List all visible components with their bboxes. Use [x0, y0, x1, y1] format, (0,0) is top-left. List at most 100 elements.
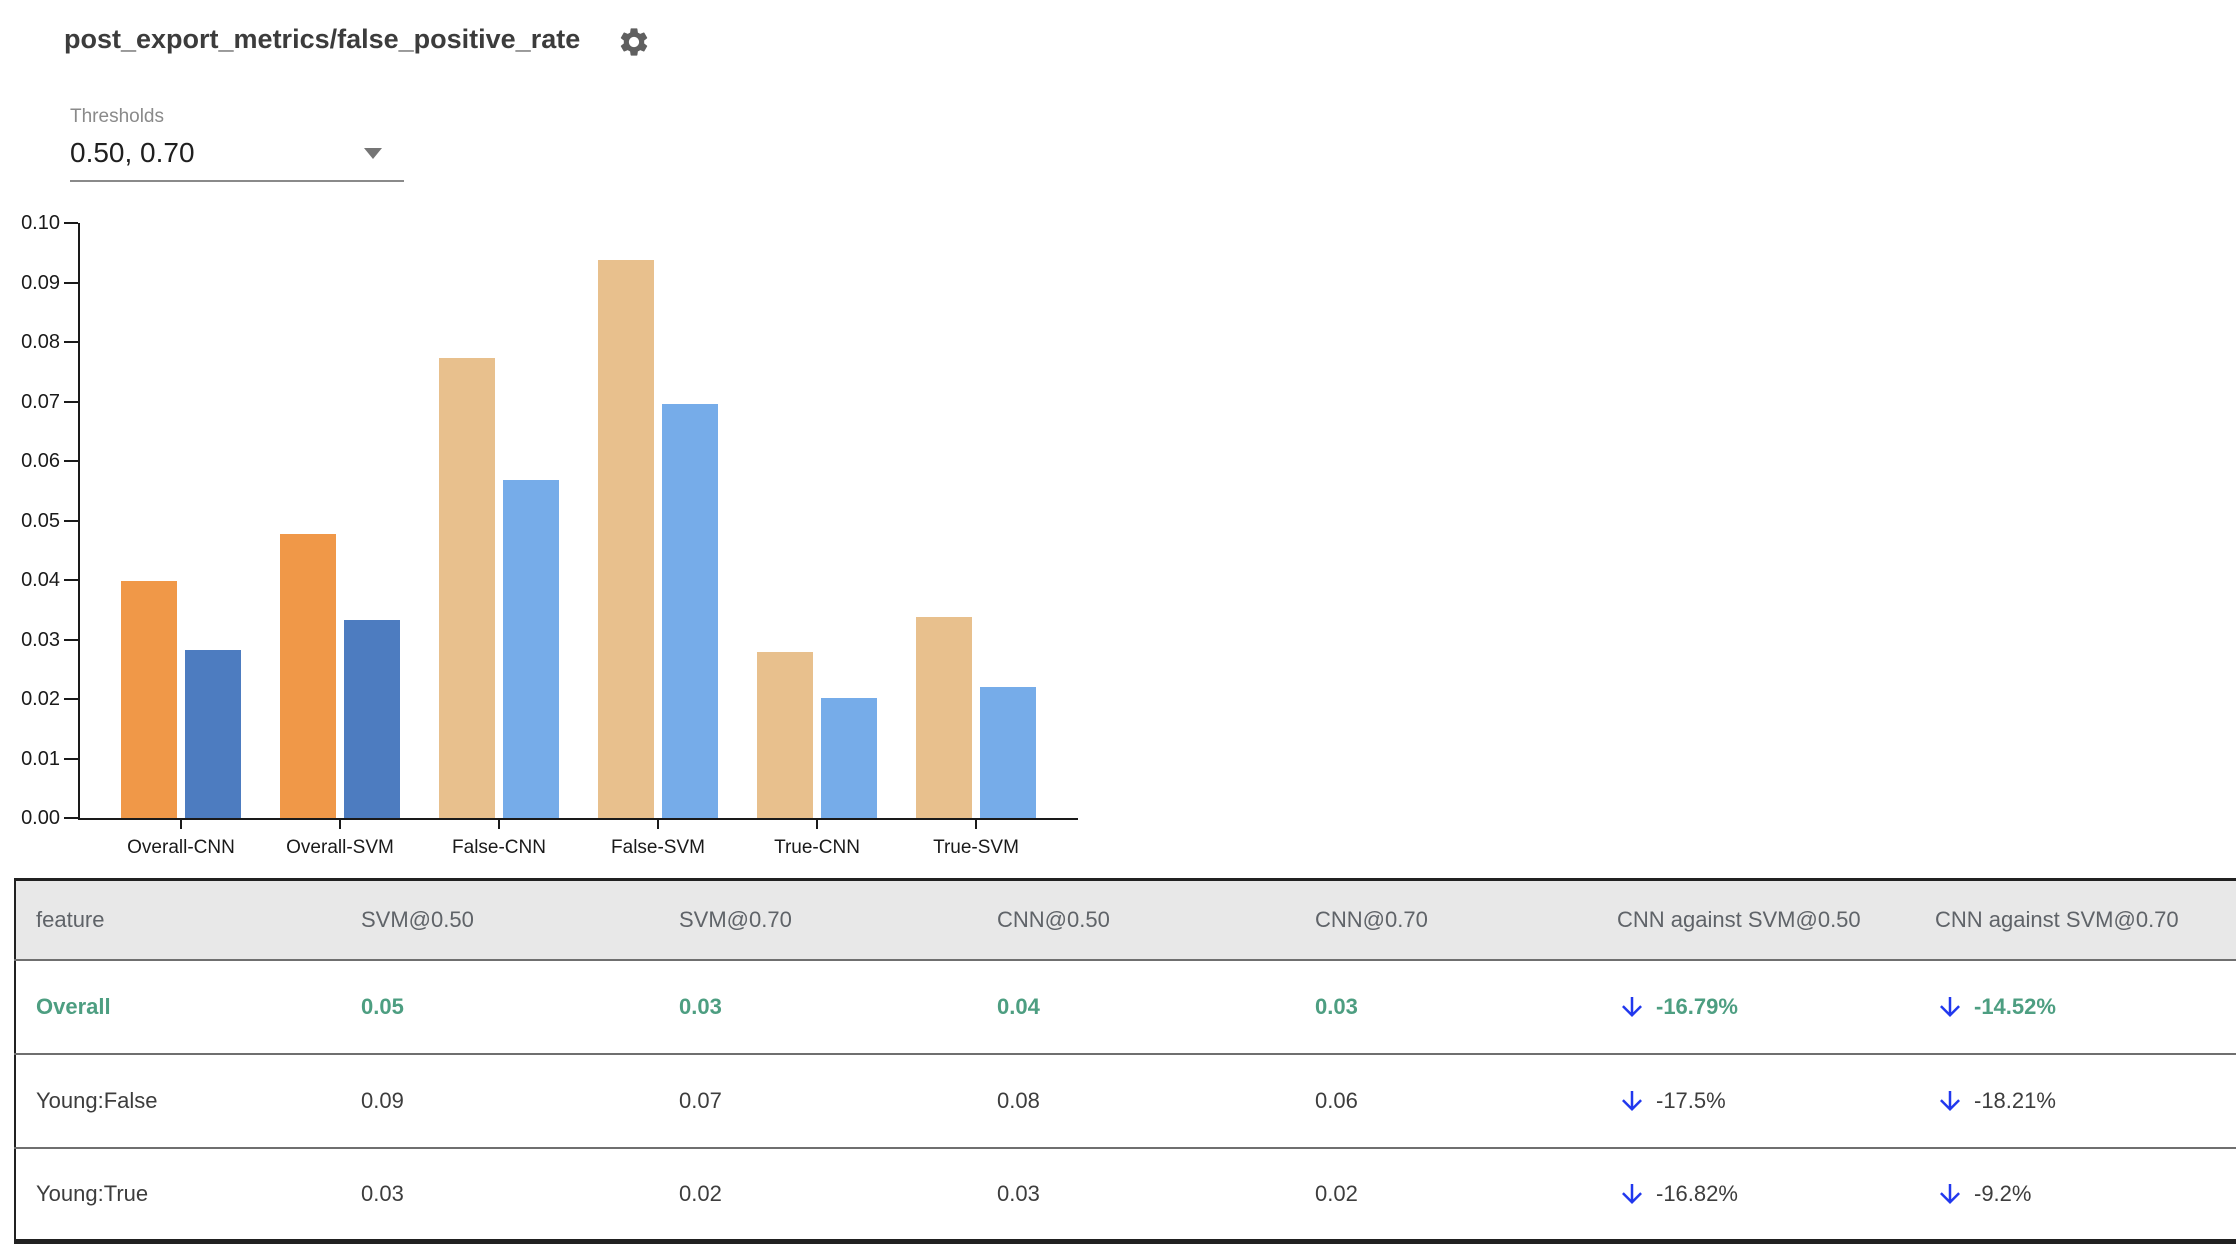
bar-True-SVM-threshold0.50[interactable] [916, 617, 972, 818]
x-axis-line [78, 818, 1078, 820]
value-cell: 0.03 [361, 1180, 404, 1206]
column-header-cnn-against-svm-0-70: CNN against SVM@0.70 [1935, 906, 2179, 932]
value-cell: 0.04 [997, 993, 1040, 1019]
x-tick-label: Overall-CNN [127, 837, 235, 858]
x-tick-label: False-CNN [452, 837, 546, 858]
y-tick-label: 0.06 [21, 450, 60, 472]
bar-Overall-SVM-threshold0.70[interactable] [344, 619, 400, 818]
y-tick-mark [64, 698, 78, 700]
feature-cell: Young:True [36, 1180, 149, 1206]
bar-True-SVM-threshold0.70[interactable] [980, 686, 1036, 818]
arrow-down-icon [1940, 996, 1960, 1017]
column-header-cnn-0-70: CNN@0.70 [1315, 906, 1428, 932]
y-tick-mark [64, 638, 78, 641]
y-tick-label: 0.05 [21, 509, 60, 532]
y-tick-mark [64, 519, 78, 522]
x-tick-label: True-SVM [933, 837, 1019, 858]
x-tick-label: Overall-SVM [286, 837, 394, 858]
value-cell: 0.03 [1315, 993, 1358, 1019]
x-tick-mark [816, 820, 818, 829]
delta-value: -17.5% [1656, 1087, 1726, 1113]
y-tick-mark [64, 400, 78, 403]
value-cell: 0.02 [1315, 1180, 1358, 1206]
x-tick-mark [657, 820, 659, 829]
y-tick-mark [64, 757, 78, 760]
y-axis-line [78, 223, 80, 820]
arrow-down-icon [1622, 1183, 1642, 1204]
x-tick-label: False-SVM [611, 837, 705, 858]
triangle-down-icon [364, 147, 382, 159]
column-header-svm-0-70: SVM@0.70 [679, 906, 792, 932]
gear-icon-svg [620, 28, 648, 56]
bar-True-CNN-threshold0.50[interactable] [757, 651, 813, 818]
y-tick-mark [64, 579, 78, 581]
y-tick-mark [64, 222, 78, 224]
y-tick-mark [64, 341, 78, 343]
settings-gear-icon[interactable] [617, 25, 651, 59]
value-cell: 0.02 [679, 1180, 722, 1206]
delta-cell: -16.82% [1605, 1148, 1923, 1242]
page-title: post_export_metrics/false_positive_rate [64, 24, 581, 54]
x-tick-mark [339, 820, 341, 829]
y-tick-label: 0.03 [21, 628, 60, 651]
y-tick-label: 0.01 [21, 747, 60, 770]
column-header-svm-0-50: SVM@0.50 [361, 906, 474, 932]
delta-value: -16.79% [1656, 993, 1738, 1019]
y-tick-label: 0.02 [21, 688, 60, 710]
arrow-down-icon [1940, 1183, 1960, 1204]
x-tick-mark [180, 820, 182, 829]
arrow-down-icon [1622, 1090, 1642, 1111]
arrow-down-icon [1622, 996, 1642, 1017]
table-row-young-true: Young:True 0.03 0.02 0.03 0.02 -16.82% -9.2% [15, 1147, 2236, 1242]
column-header-cnn-against-svm-0-50: CNN against SVM@0.50 [1617, 906, 1861, 932]
delta-value: -9.2% [1974, 1180, 2032, 1206]
y-tick-mark [64, 281, 78, 284]
bar-Overall-SVM-threshold0.50[interactable] [280, 533, 336, 818]
delta-cell: -14.52% [1923, 960, 2236, 1054]
thresholds-label: Thresholds [70, 106, 164, 127]
bar-False-CNN-threshold0.50[interactable] [439, 358, 495, 818]
value-cell: 0.07 [679, 1087, 722, 1113]
bar-Overall-CNN-threshold0.70[interactable] [185, 650, 241, 818]
bar-False-CNN-threshold0.70[interactable] [503, 480, 559, 818]
metrics-table: feature SVM@0.50 SVM@0.70 CNN@0.50 CNN@0.70 C… [14, 878, 2236, 1244]
false-positive-rate-bar-chart: 0.10 0.09 0.08 0.07 0.06 0.05 0.04 0.03 0.02 0.01… [0, 212, 1130, 888]
table-header-row: feature SVM@0.50 SVM@0.70 CNN@0.50 CNN@0.70 C… [15, 879, 2236, 960]
value-cell: 0.03 [997, 1180, 1040, 1206]
column-header-cnn-0-50: CNN@0.50 [997, 906, 1110, 932]
bar-Overall-CNN-threshold0.50[interactable] [121, 581, 177, 818]
bar-True-CNN-threshold0.70[interactable] [821, 698, 877, 818]
y-tick-label: 0.08 [21, 331, 60, 353]
feature-cell: Overall [36, 993, 111, 1019]
x-tick-label: True-CNN [774, 837, 860, 858]
thresholds-underline [70, 180, 404, 182]
x-tick-mark [975, 820, 977, 829]
value-cell: 0.09 [361, 1087, 404, 1113]
value-cell: 0.08 [997, 1087, 1040, 1113]
y-tick-label: 0.07 [21, 390, 60, 413]
y-tick-label: 0.00 [21, 807, 60, 829]
value-cell: 0.06 [1315, 1087, 1358, 1113]
y-tick-label: 0.04 [21, 569, 60, 591]
bar-False-SVM-threshold0.50[interactable] [598, 259, 654, 818]
column-header-feature: feature [36, 906, 105, 932]
delta-value: -16.82% [1656, 1180, 1738, 1206]
table-row-young-false: Young:False 0.09 0.07 0.08 0.06 -17.5% -18.21% [15, 1053, 2236, 1148]
delta-cell: -18.21% [1923, 1054, 2236, 1148]
value-cell: 0.05 [361, 993, 404, 1019]
y-tick-label: 0.09 [21, 271, 60, 294]
delta-value: -18.21% [1974, 1087, 2056, 1113]
x-tick-mark [498, 820, 500, 829]
delta-cell: -16.79% [1605, 960, 1923, 1054]
delta-cell: -9.2% [1923, 1148, 2236, 1242]
delta-value: -14.52% [1974, 993, 2056, 1019]
y-tick-label: 0.10 [21, 212, 60, 234]
bar-False-SVM-threshold0.70[interactable] [662, 404, 718, 818]
feature-cell: Young:False [36, 1087, 158, 1113]
delta-cell: -17.5% [1605, 1054, 1923, 1148]
thresholds-select[interactable]: Thresholds 0.50, 0.70 [70, 106, 404, 182]
table-row-overall: Overall 0.05 0.03 0.04 0.03 -16.79% -14.52% [15, 959, 2236, 1054]
y-tick-mark [64, 817, 78, 819]
value-cell: 0.03 [679, 993, 722, 1019]
thresholds-value: 0.50, 0.70 [70, 137, 195, 168]
